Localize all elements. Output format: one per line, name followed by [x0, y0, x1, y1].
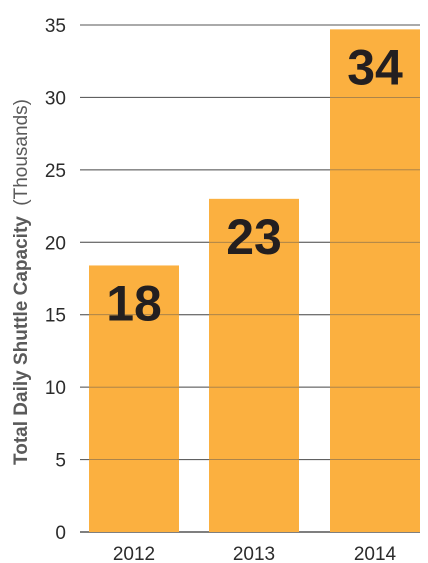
bar-2014 — [330, 29, 420, 533]
y-tick-label: 10 — [45, 378, 66, 399]
y-tick-labels: 0 5 10 15 20 25 30 35 — [45, 16, 66, 544]
x-tick-label-2012: 2012 — [113, 544, 155, 563]
data-labels: 18 23 34 — [106, 39, 403, 331]
x-tick-labels: 2012 2013 2014 — [113, 544, 397, 563]
y-tick-label: 15 — [45, 306, 66, 327]
y-tick-label: 20 — [45, 233, 66, 254]
y-axis-label-sub: (Thousands) — [11, 99, 32, 206]
y-tick-label: 25 — [45, 161, 66, 182]
y-tick-label: 0 — [55, 523, 66, 544]
x-tick-label-2014: 2014 — [354, 544, 397, 563]
y-tick-label: 5 — [55, 451, 66, 472]
x-tick-label-2013: 2013 — [233, 544, 275, 563]
y-axis-label-main: Total Daily Shuttle Capacity — [11, 216, 32, 465]
y-tick-label: 35 — [45, 16, 66, 37]
gridlines-overlay — [80, 24, 420, 461]
bar-2013 — [209, 198, 299, 533]
data-label-2014: 34 — [347, 39, 403, 95]
data-label-2013: 23 — [226, 209, 282, 265]
data-label-2012: 18 — [106, 275, 162, 331]
y-tick-label: 30 — [45, 88, 66, 109]
bar-2012 — [89, 265, 179, 532]
y-axis-label: Total Daily Shuttle Capacity (Thousands) — [11, 99, 32, 465]
bars — [89, 29, 420, 533]
